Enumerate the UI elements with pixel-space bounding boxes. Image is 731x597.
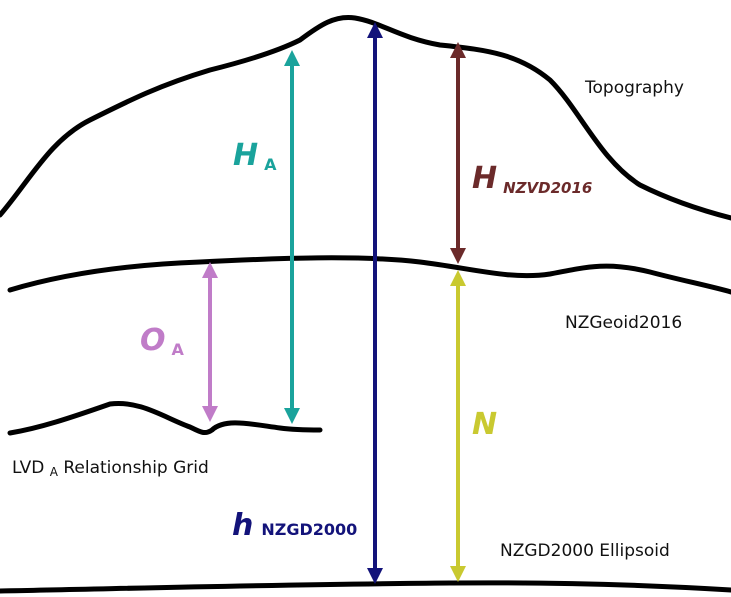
topography-surface: [0, 14, 731, 221]
surface-label: LVD A Relationship Grid: [12, 458, 209, 481]
geoid-surface: [7, 255, 731, 295]
subscript: NZGD2000: [261, 520, 357, 539]
label-text: Relationship Grid: [63, 458, 208, 478]
symbol: h: [232, 508, 253, 543]
arrow-label: h NZGD2000: [232, 508, 357, 543]
label-text: LVD: [12, 458, 44, 478]
subscript: A: [264, 155, 277, 174]
arrow-label: N: [472, 407, 497, 442]
symbol: H: [472, 161, 497, 196]
lvd-surface: [7, 400, 323, 436]
symbol: N: [472, 407, 497, 442]
label-subscript: A: [50, 465, 59, 479]
symbol: O: [140, 323, 166, 358]
surface-label: NZGD2000 Ellipsoid: [500, 541, 670, 561]
surface-label: Topography: [584, 78, 684, 98]
ellipsoid-surface: [0, 580, 731, 594]
subscript: NZVD2016: [503, 179, 592, 197]
arrow-label: H NZVD2016: [472, 161, 592, 197]
symbol: H: [233, 138, 258, 173]
subscript: A: [172, 340, 185, 359]
surface-label: NZGeoid2016: [565, 313, 682, 333]
